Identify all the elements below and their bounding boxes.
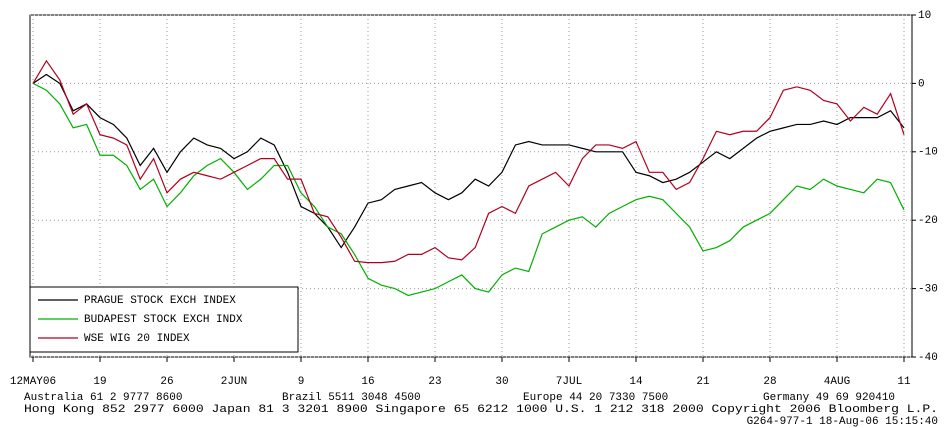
x-tick-label: 9: [298, 376, 305, 388]
footer-text: Hong Kong 852 2977 6000 Japan 81 3 3201 …: [24, 404, 938, 416]
footer-text: Europe 44 20 7330 7500: [523, 392, 668, 404]
x-tick-label: 2JUN: [221, 376, 247, 388]
x-tick-label: 30: [495, 376, 508, 388]
x-tick-label: 23: [428, 376, 441, 388]
x-tick-label: 12MAY06: [10, 376, 56, 388]
y-tick-label: -20: [918, 215, 938, 227]
y-tick-label: -40: [918, 352, 938, 364]
legend-label: PRAGUE STOCK EXCH INDEX: [84, 295, 236, 307]
y-tick-label: 10: [918, 10, 931, 22]
x-tick-label: 14: [629, 376, 643, 388]
footer-text: G264-977-1 18-Aug-06 15:15:40: [747, 416, 938, 428]
x-tick-label: 16: [361, 376, 374, 388]
y-tick-label: 0: [918, 78, 925, 90]
x-tick-label: 26: [160, 376, 173, 388]
x-tick-label: 4AUG: [824, 376, 850, 388]
series-line: [32, 59, 905, 264]
x-tick-label: 11: [897, 376, 911, 388]
series-line: [32, 82, 905, 297]
x-tick-label: 19: [93, 376, 106, 388]
y-tick-label: -30: [918, 284, 938, 296]
series-line: [32, 73, 905, 249]
footer-text: Brazil 5511 3048 4500: [282, 392, 421, 404]
x-tick-label: 21: [696, 376, 710, 388]
footer-text: Australia 61 2 9777 8600: [24, 392, 182, 404]
legend-label: WSE WIG 20 INDEX: [84, 333, 190, 345]
legend-label: BUDAPEST STOCK EXCH INDX: [84, 314, 243, 326]
y-tick-label: -10: [918, 147, 938, 159]
footer-text: Germany 49 69 920410: [763, 392, 895, 404]
x-tick-label: 28: [763, 376, 776, 388]
x-tick-label: 7JUL: [556, 376, 582, 388]
